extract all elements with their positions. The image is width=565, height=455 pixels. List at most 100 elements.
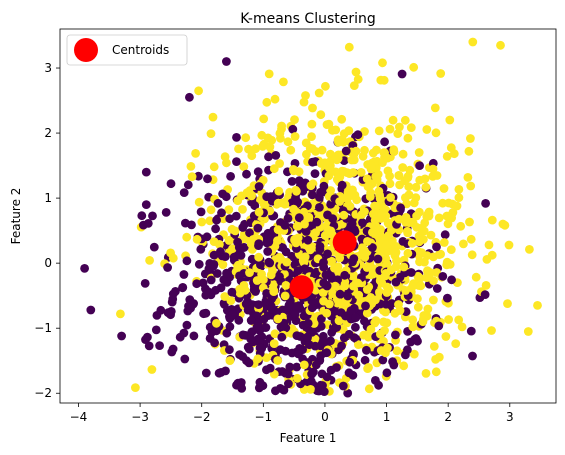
data-point <box>394 171 404 180</box>
data-point <box>347 219 357 229</box>
data-point <box>456 221 466 231</box>
chart-title: K-means Clustering <box>240 11 376 27</box>
data-point <box>386 193 395 202</box>
data-point <box>306 181 316 191</box>
data-point <box>414 148 424 157</box>
data-point <box>192 234 202 244</box>
data-point <box>310 169 320 179</box>
data-point <box>289 165 298 174</box>
data-point <box>179 270 189 279</box>
data-point <box>212 215 222 225</box>
data-point <box>375 287 384 297</box>
data-point <box>277 332 287 342</box>
data-point <box>290 309 300 319</box>
data-point <box>259 314 269 324</box>
data-point <box>446 245 456 255</box>
data-point <box>222 328 232 338</box>
data-point <box>348 185 357 195</box>
data-point <box>434 213 444 223</box>
data-point <box>337 341 346 351</box>
data-point <box>228 310 237 319</box>
data-point <box>266 270 276 280</box>
data-point <box>447 275 456 285</box>
data-point <box>275 159 284 168</box>
data-point <box>319 258 328 267</box>
data-point <box>137 211 147 221</box>
data-point <box>323 210 332 220</box>
data-point <box>389 360 399 370</box>
data-point <box>203 174 212 184</box>
data-point <box>454 193 464 203</box>
data-point <box>214 368 224 378</box>
data-point <box>452 201 462 211</box>
data-point <box>331 125 341 135</box>
data-point <box>400 176 410 186</box>
data-point <box>238 223 248 232</box>
data-point <box>443 293 452 303</box>
data-point <box>436 69 446 78</box>
data-point <box>335 289 345 299</box>
data-point <box>301 227 311 236</box>
data-point <box>353 130 363 140</box>
data-point <box>182 320 192 330</box>
data-point <box>215 240 224 249</box>
data-point <box>347 271 357 281</box>
data-point <box>398 149 408 159</box>
data-point <box>408 282 417 291</box>
data-point <box>337 180 347 190</box>
data-point <box>309 367 318 377</box>
data-point <box>404 190 414 200</box>
data-point <box>265 142 275 152</box>
data-point <box>408 322 418 332</box>
data-point <box>242 169 251 179</box>
data-point <box>183 180 193 190</box>
y-tick-label: 0 <box>44 256 52 270</box>
data-point <box>311 228 320 238</box>
data-point <box>141 200 151 210</box>
data-point <box>365 181 375 190</box>
data-point <box>315 241 325 251</box>
data-point <box>372 175 382 185</box>
data-point <box>356 168 366 177</box>
data-point <box>424 211 434 221</box>
data-point <box>413 294 422 304</box>
data-point <box>189 331 199 341</box>
data-point <box>431 355 440 364</box>
data-point <box>322 348 332 358</box>
data-point <box>299 97 309 107</box>
data-point <box>337 135 347 145</box>
data-point <box>291 316 301 326</box>
data-point <box>523 327 533 336</box>
data-point <box>465 217 474 227</box>
data-point <box>387 299 397 308</box>
data-point <box>201 290 211 300</box>
data-point <box>454 185 464 194</box>
data-point <box>429 276 438 286</box>
data-point <box>333 262 343 272</box>
centroid-marker <box>289 275 314 300</box>
data-point <box>234 315 244 325</box>
data-point <box>253 167 263 177</box>
data-point <box>279 320 288 330</box>
data-point <box>307 132 316 142</box>
data-point <box>141 167 151 177</box>
data-point <box>375 194 385 204</box>
data-point <box>366 161 376 171</box>
data-point <box>300 253 309 263</box>
legend-label-centroids: Centroids <box>112 43 169 57</box>
data-point <box>224 205 234 215</box>
y-tick-label: 1 <box>44 191 52 205</box>
data-point <box>391 262 401 271</box>
data-point <box>222 268 231 278</box>
data-point <box>315 203 324 212</box>
data-point <box>233 196 243 206</box>
data-point <box>178 283 187 293</box>
data-point <box>360 355 370 365</box>
data-point <box>370 317 380 327</box>
data-point <box>191 149 201 158</box>
data-point <box>481 281 491 290</box>
data-point <box>168 289 178 299</box>
data-point <box>413 302 423 312</box>
data-point <box>385 124 395 134</box>
data-point <box>273 198 283 208</box>
